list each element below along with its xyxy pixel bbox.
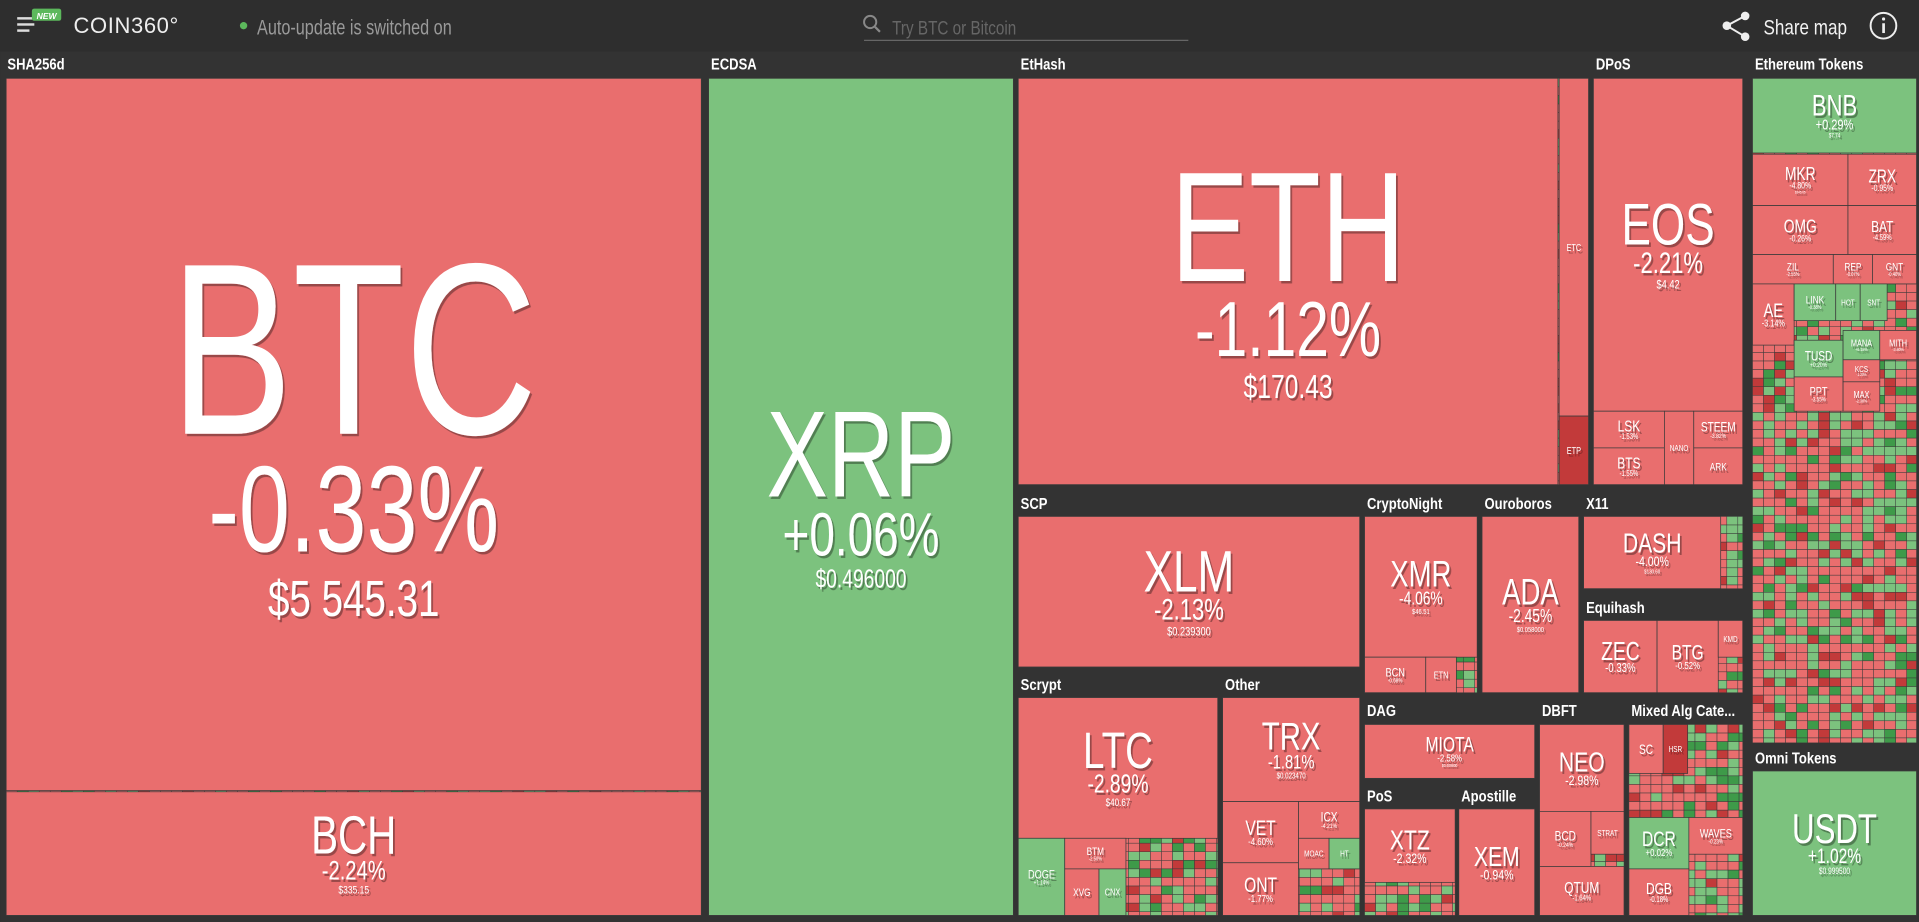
status-dot — [239, 22, 248, 30]
info-button[interactable] — [1869, 11, 1898, 40]
menu-button[interactable] — [17, 8, 62, 32]
header-bar — [0, 0, 1919, 52]
menu-line — [17, 23, 35, 26]
new-badge — [31, 8, 62, 21]
update-status: Auto-update is switched on — [257, 15, 452, 38]
menu-line — [17, 29, 30, 32]
search-input[interactable]: Try BTC or Bitcoin — [892, 16, 1016, 38]
info-circle — [1869, 11, 1898, 40]
logo: COIN360° — [73, 13, 178, 38]
new-badge-label: NEW — [37, 11, 58, 21]
search-icon[interactable] — [863, 14, 881, 33]
info-dot — [1881, 17, 1886, 21]
share-icon[interactable] — [1722, 11, 1750, 41]
search-handle — [874, 26, 881, 33]
share-lines — [1724, 15, 1746, 38]
info-stem — [1882, 23, 1885, 34]
menu-line — [17, 17, 40, 20]
share-map-button[interactable]: Share map — [1764, 17, 1847, 40]
search-glass — [863, 14, 878, 30]
header: NEW COIN360° Auto-update is switched on Try… — [0, 0, 1919, 52]
